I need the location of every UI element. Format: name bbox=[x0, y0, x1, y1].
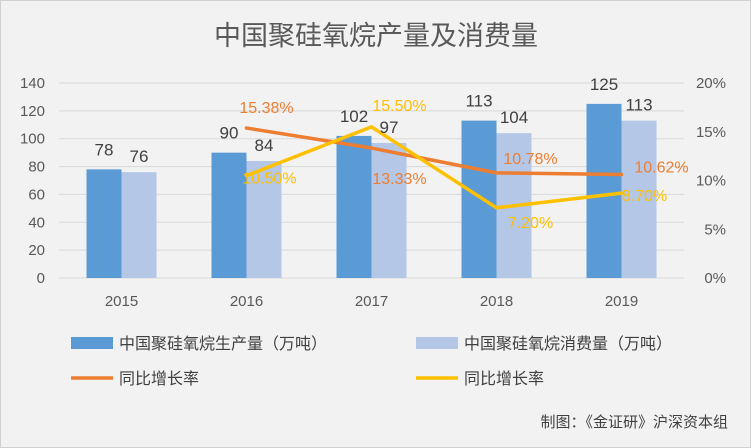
bar bbox=[336, 135, 372, 278]
y-right-tick-label: 20% bbox=[696, 75, 726, 92]
y-left-tick-label: 60 bbox=[28, 186, 45, 203]
bar-value-label: 104 bbox=[500, 108, 528, 127]
line-value-label: 13.33% bbox=[372, 171, 426, 188]
bar-value-label: 84 bbox=[255, 136, 274, 155]
y-right-tick-label: 0% bbox=[704, 270, 726, 287]
bar bbox=[246, 161, 282, 278]
y-left-tick-label: 120 bbox=[20, 103, 45, 120]
bar-value-label: 97 bbox=[380, 118, 399, 137]
bar-value-label: 90 bbox=[220, 124, 239, 143]
line-series bbox=[244, 125, 624, 210]
bars bbox=[86, 103, 657, 279]
bar-value-label: 113 bbox=[465, 92, 492, 111]
bar-value-label: 76 bbox=[130, 147, 149, 166]
line-value-label: 10.78% bbox=[503, 151, 557, 168]
x-tick-label: 2016 bbox=[230, 293, 263, 310]
legend-label: 中国聚硅氧烷消费量（万吨） bbox=[464, 335, 672, 353]
bar bbox=[211, 152, 247, 278]
bar bbox=[461, 120, 497, 278]
credit-text: 制图：《金证研》沪深资本组 bbox=[540, 414, 728, 431]
legend-label: 同比增长率 bbox=[464, 370, 544, 388]
y-left-tick-label: 0 bbox=[37, 270, 45, 287]
axis-ticks: 0 20 40 60 80 100 120 140 0% 5% 10% 15% 20% 2015 2016 2… bbox=[20, 75, 726, 310]
legend-swatch bbox=[71, 337, 113, 349]
line-value-label: 15.50% bbox=[372, 98, 426, 115]
line-value-label: 10.62% bbox=[634, 159, 688, 176]
bar bbox=[86, 169, 122, 278]
bar bbox=[586, 103, 622, 279]
legend: 中国聚硅氧烷生产量（万吨） 中国聚硅氧烷消费量（万吨） 同比增长率 同比增长率 bbox=[71, 335, 672, 388]
legend-swatch bbox=[416, 337, 458, 349]
bar-value-label: 78 bbox=[95, 140, 114, 159]
lines bbox=[244, 125, 624, 210]
chart-title: 中国聚硅氧烷产量及消费量 bbox=[214, 21, 538, 51]
y-right-tick-label: 15% bbox=[696, 124, 726, 141]
y-left-tick-label: 20 bbox=[28, 242, 45, 259]
bar bbox=[121, 172, 157, 278]
x-tick-label: 2015 bbox=[105, 293, 138, 310]
x-tick-label: 2017 bbox=[355, 293, 388, 310]
bar-value-label: 113 bbox=[625, 96, 652, 115]
bar bbox=[621, 120, 657, 278]
line-value-label: 8.70% bbox=[622, 188, 667, 205]
line-series bbox=[244, 126, 624, 177]
bar bbox=[371, 142, 407, 278]
y-left-tick-label: 80 bbox=[28, 159, 45, 176]
y-right-tick-label: 10% bbox=[696, 173, 726, 190]
legend-label: 中国聚硅氧烷生产量（万吨） bbox=[119, 335, 327, 353]
line-value-label: 10.50% bbox=[242, 171, 296, 188]
x-tick-label: 2019 bbox=[605, 293, 638, 310]
y-left-tick-label: 100 bbox=[20, 131, 45, 148]
line-value-label: 7.20% bbox=[508, 215, 553, 232]
y-left-tick-label: 40 bbox=[28, 214, 45, 231]
bar-value-label: 125 bbox=[590, 75, 618, 94]
data-labels: 78 90 102 113 125 76 84 97 104 113 15.38% 13.33% 10.… bbox=[95, 75, 689, 232]
y-left-tick-label: 140 bbox=[20, 75, 45, 92]
line-value-label: 15.38% bbox=[239, 100, 293, 117]
x-tick-label: 2018 bbox=[480, 293, 513, 310]
legend-label: 同比增长率 bbox=[119, 370, 199, 388]
y-right-tick-label: 5% bbox=[704, 221, 726, 238]
bar-value-label: 102 bbox=[340, 107, 368, 126]
